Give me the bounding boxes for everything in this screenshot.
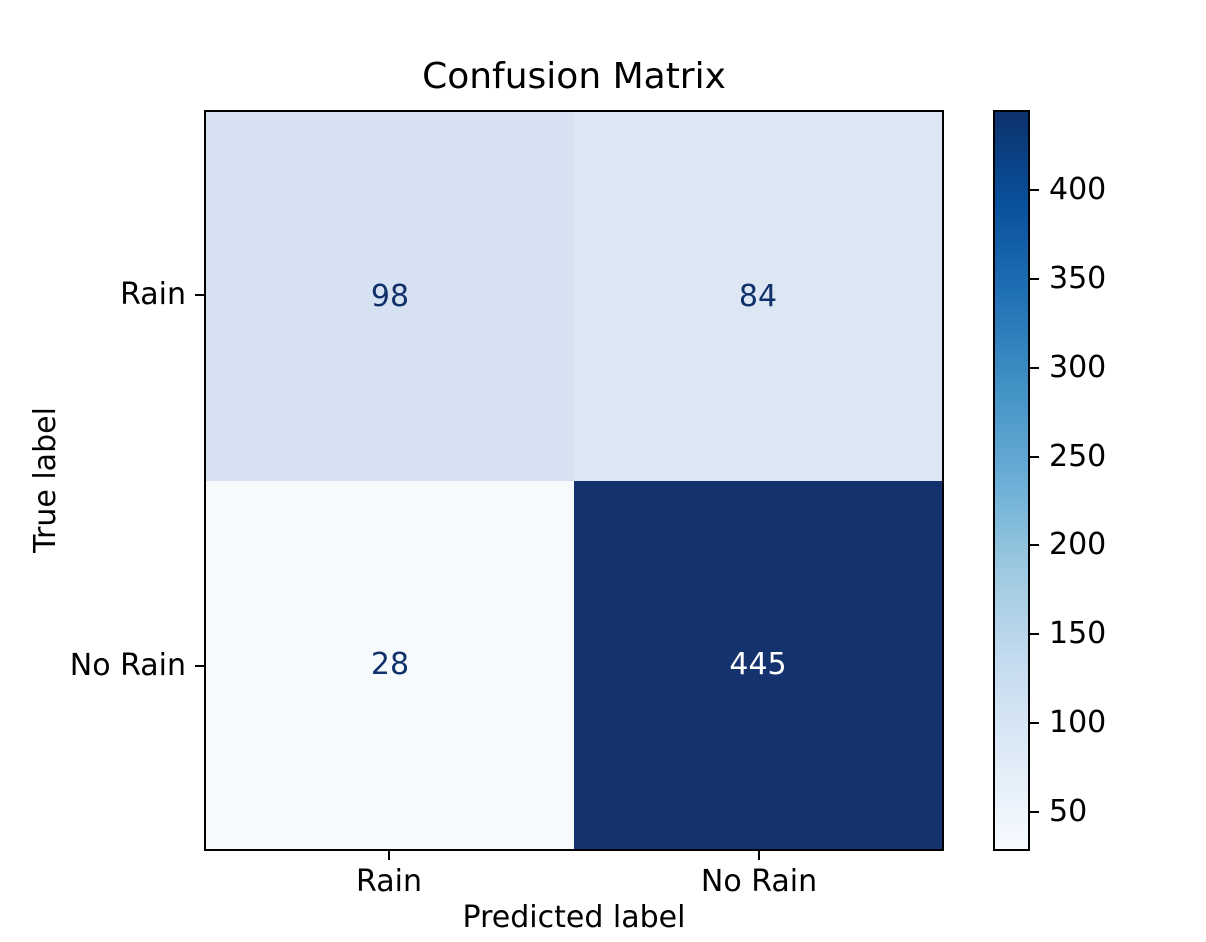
colorbar-tick-label: 200 bbox=[1049, 527, 1107, 563]
colorbar-tick-label: 50 bbox=[1049, 793, 1088, 829]
colorbar-tick-mark bbox=[1030, 722, 1039, 725]
x-tick-mark bbox=[758, 851, 760, 860]
x-tick-mark bbox=[388, 851, 390, 860]
colorbar-tick-mark bbox=[1030, 455, 1039, 458]
colorbar-tick-mark bbox=[1030, 366, 1039, 369]
x-tick-label: Rain bbox=[356, 864, 422, 899]
y-tick-mark bbox=[195, 664, 204, 667]
colorbar-tick-label: 300 bbox=[1049, 349, 1107, 385]
colorbar-tick-label: 100 bbox=[1049, 705, 1107, 741]
x-axis-label: Predicted label bbox=[462, 900, 686, 935]
colorbar-tick-label: 150 bbox=[1049, 616, 1107, 652]
y-tick-label: No Rain bbox=[69, 647, 186, 683]
y-tick-label: Rain bbox=[120, 277, 186, 313]
heatmap-cell: 28 bbox=[206, 480, 574, 849]
colorbar bbox=[993, 110, 1030, 851]
x-tick-label: No Rain bbox=[700, 864, 818, 899]
colorbar-tick-mark bbox=[1030, 810, 1039, 813]
colorbar-tick-mark bbox=[1030, 544, 1039, 547]
heatmap-cell: 98 bbox=[206, 112, 574, 481]
y-tick-mark bbox=[195, 294, 204, 297]
chart-title: Confusion Matrix bbox=[422, 56, 726, 97]
colorbar-tick-mark bbox=[1030, 188, 1039, 191]
colorbar-tick-mark bbox=[1030, 277, 1039, 280]
colorbar-tick-label: 350 bbox=[1049, 260, 1107, 296]
colorbar-tick-label: 250 bbox=[1049, 438, 1107, 474]
y-axis-label: True label bbox=[28, 407, 63, 553]
colorbar-tick-mark bbox=[1030, 633, 1039, 636]
colorbar-tick-label: 400 bbox=[1049, 171, 1107, 207]
heatmap: 98 84 28 445 bbox=[204, 110, 944, 851]
heatmap-cell: 84 bbox=[574, 112, 942, 481]
heatmap-cell: 445 bbox=[574, 480, 942, 849]
